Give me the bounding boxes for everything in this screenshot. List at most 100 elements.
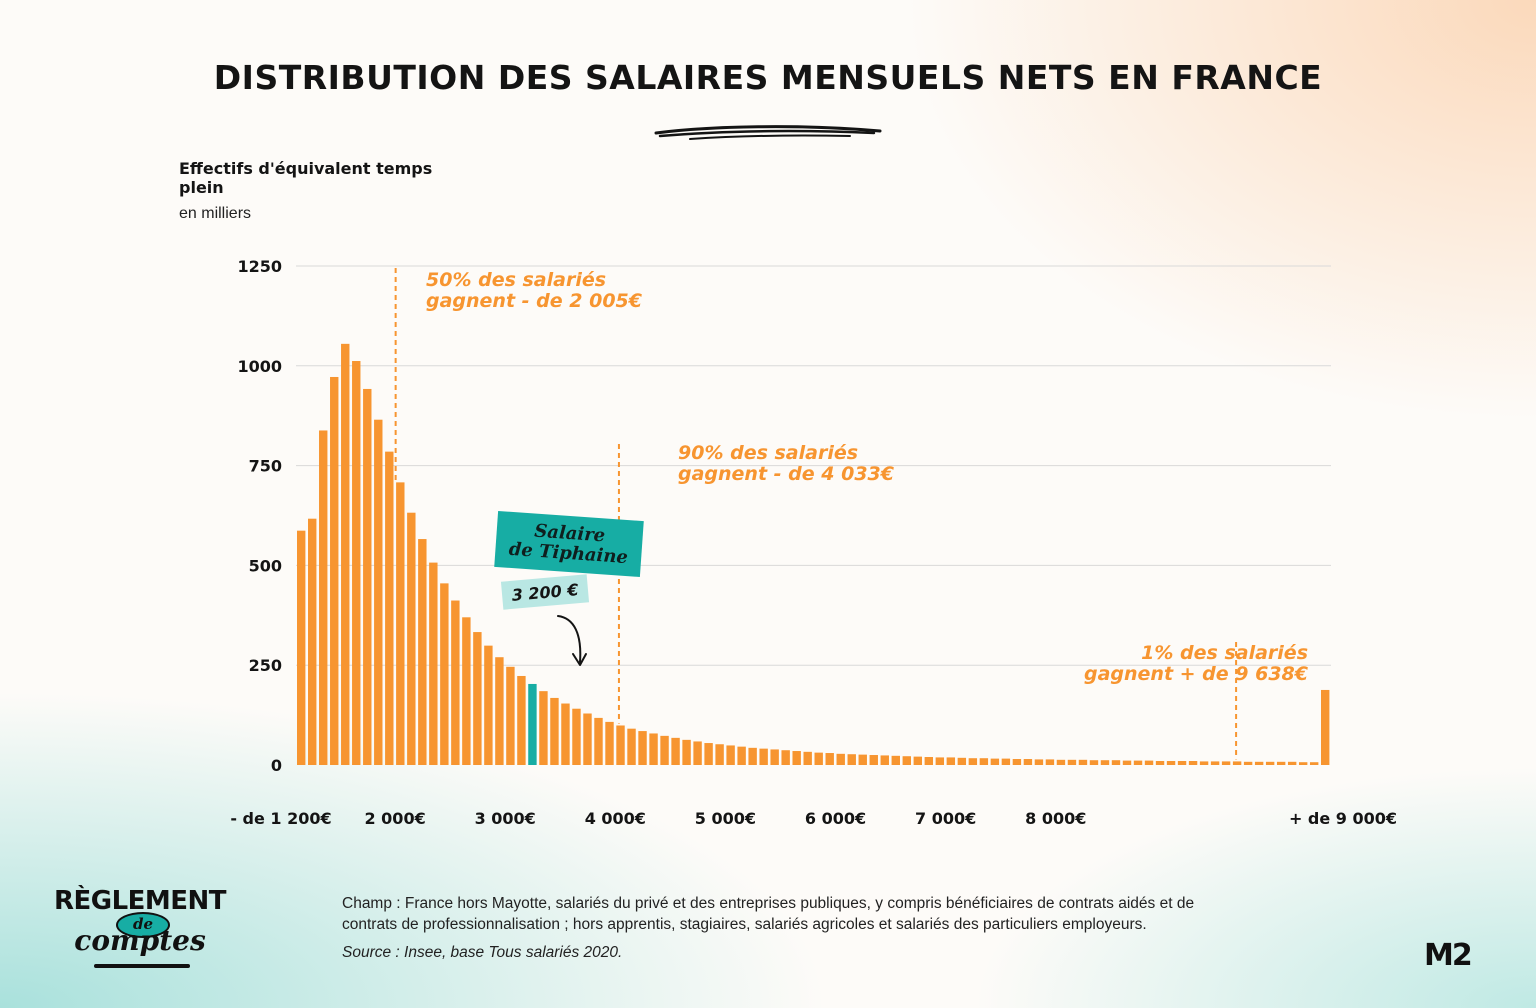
bar [869,755,878,765]
bar [847,754,856,765]
show-logo: RÈGLEMENT de comptes [40,886,240,976]
bar [935,757,945,765]
bar [550,697,559,765]
bar [957,757,967,765]
bar [792,751,801,765]
bar [1210,761,1220,765]
bar [671,737,680,765]
bar [924,757,934,765]
p90-annotation: 90% des salariés gagnent - de 4 033€ [678,443,894,485]
x-tick-label: + de 9 000€ [1289,809,1397,828]
bar [770,749,779,765]
bar [682,739,691,765]
bar [308,518,317,765]
bar [363,388,372,765]
bar [968,758,978,765]
bar [495,657,504,765]
bar [429,562,438,765]
decorative-brush-stroke [654,125,882,140]
bar [704,743,713,765]
bar [1023,759,1033,765]
y-axis-label: Effectifs d'équivalent temps plein [179,159,433,197]
y-tick-label: 0 [271,756,282,775]
bar [539,691,548,765]
bar [1265,761,1275,765]
bar [572,708,581,765]
bar [583,713,592,765]
logo-text-bottom: comptes [74,924,206,957]
bar [1232,761,1242,765]
bar [1089,760,1099,765]
bar [484,645,493,765]
x-tick-label: 2 000€ [364,809,425,828]
bar [297,530,306,765]
bar [814,752,823,765]
y-axis-unit: en milliers [179,205,252,222]
logo-text-middle: de [116,912,170,938]
bar [836,753,845,765]
bar [1078,759,1088,765]
y-tick-label: 250 [249,656,282,675]
bar [1309,762,1319,765]
bar [440,583,449,765]
x-tick-label: 3 000€ [475,809,536,828]
highlighted-bar [528,683,537,765]
bar [803,751,812,765]
y-tick-label: 500 [249,556,282,575]
bar [1045,759,1055,765]
bar [473,632,482,765]
bar [902,756,911,765]
bar [385,451,394,765]
bar [517,675,526,765]
bar [418,539,427,765]
top1-annotation-line-2: gagnent + de 9 638€ [1083,663,1308,685]
bar [759,748,768,765]
bar [627,728,636,765]
bar [1199,761,1209,765]
bar [638,731,647,765]
y-tick-label: 750 [249,457,282,476]
bar [1254,761,1264,765]
bar [660,735,669,765]
bar [451,600,460,765]
bar [946,757,956,765]
bar [1056,759,1066,765]
median-annotation-line-1: 50% des salariés [426,269,607,291]
bar [1133,760,1143,765]
p90-annotation-line-2: gagnent - de 4 033€ [678,463,894,485]
bar [1320,689,1330,765]
median-annotation-line-2: gagnent - de 2 005€ [426,290,642,312]
x-tick-label: 8 000€ [1025,809,1086,828]
highlight-label-line-2: de Tiphaine [508,538,629,569]
scope-note: Champ : France hors Mayotte, salariés du… [342,895,1195,933]
bar [605,721,614,765]
bar [1166,761,1176,765]
bar [715,744,724,765]
bar [462,617,471,765]
bar [330,376,339,765]
bar [825,753,834,765]
bar [1034,759,1044,765]
median-annotation: 50% des salariés gagnent - de 2 005€ [426,270,642,312]
bar [341,343,350,765]
x-tick-label: - de 1 200€ [230,809,331,828]
bar [858,754,867,765]
bar [891,755,900,765]
x-tick-label: 5 000€ [695,809,756,828]
bar [1122,760,1132,765]
bar [979,758,989,765]
bar [781,750,790,765]
x-tick-label: 4 000€ [585,809,646,828]
x-tick-label: 6 000€ [805,809,866,828]
bar [594,717,603,765]
bar [319,430,328,765]
bar [649,733,658,765]
bar [1067,759,1077,765]
bar [506,666,515,765]
top1-annotation-line-1: 1% des salariés [1141,642,1308,664]
source-note: Source : Insee, base Tous salariés 2020. [342,944,623,961]
bar [737,746,746,765]
bar [1001,758,1011,765]
bar [561,703,570,765]
